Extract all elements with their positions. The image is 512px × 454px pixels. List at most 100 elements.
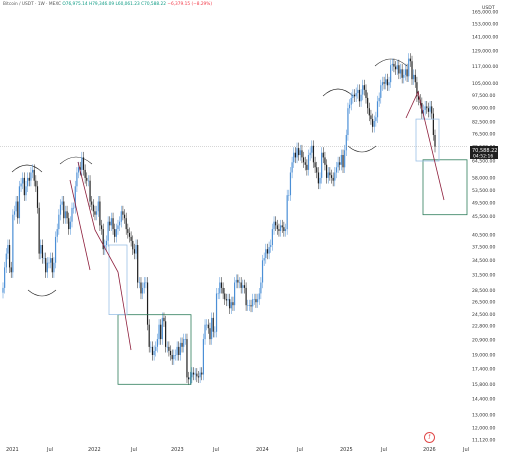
candle-body	[344, 150, 346, 168]
candle-body	[257, 299, 259, 303]
annotation-arc[interactable]	[322, 88, 354, 97]
candle-body	[227, 299, 229, 301]
candle-body	[50, 258, 52, 263]
candle-body	[148, 324, 150, 347]
candle-body	[367, 97, 369, 109]
annotation-arc[interactable]	[59, 156, 93, 165]
candle-body	[188, 377, 190, 380]
high-value: H79,346.09	[88, 2, 115, 7]
candle-body	[311, 145, 313, 153]
candle-body	[263, 258, 265, 261]
candle-body	[31, 169, 34, 173]
time-axis[interactable]: 2021 Jul 2022 Jul 2023 Jul 2024 Jul 2025 Jul 2026 J…	[6, 447, 469, 453]
candle-body	[381, 82, 384, 86]
candle-body	[146, 282, 149, 325]
price-axis[interactable]: 11,120.00 12,000.00 13,000.00 14,400.00 15,8…	[472, 10, 498, 444]
candle-body	[281, 225, 283, 228]
candle-body	[325, 164, 328, 178]
candle-body	[38, 207, 40, 254]
candle-body	[8, 245, 11, 268]
candle-body	[294, 152, 296, 158]
annotation-arrow[interactable]	[405, 90, 445, 201]
candle-body	[76, 172, 78, 187]
candle-body	[329, 172, 331, 176]
candle-body	[7, 245, 9, 254]
candle-body	[307, 155, 310, 170]
candle-body	[140, 282, 142, 294]
quote-currency-label: USDT	[482, 5, 495, 11]
candle-body	[135, 245, 137, 254]
candle-body	[388, 82, 390, 86]
candle-body	[102, 229, 104, 250]
candle-body	[324, 157, 326, 165]
annotation-box[interactable]	[422, 159, 468, 216]
annotation-arrow[interactable]	[69, 179, 91, 271]
candle-body	[192, 372, 195, 375]
candle-body	[127, 229, 129, 233]
y-tick-label: 28,500.00	[472, 288, 495, 294]
candle-body	[357, 89, 359, 94]
candle-body	[334, 172, 336, 181]
candle-body	[404, 69, 407, 75]
annotation-box[interactable]	[108, 244, 128, 315]
candle-body	[84, 169, 86, 178]
y-tick-label: 34,500.00	[472, 258, 495, 264]
candle-body	[89, 180, 91, 202]
annotation-arc[interactable]	[27, 289, 57, 297]
candle-body	[224, 293, 226, 300]
symbol-header: Bitcoin / USDT · 1W · MEXC O76,975.14 H7…	[3, 2, 212, 7]
candle-body	[401, 69, 403, 78]
annotation-arc[interactable]	[347, 145, 377, 153]
candle-body	[33, 169, 35, 181]
candle-body	[189, 377, 191, 380]
symbol-title: Bitcoin / USDT · 1W · MEXC	[3, 2, 61, 7]
candle-body	[211, 317, 213, 340]
candle-body	[220, 282, 223, 288]
candle-series	[2, 53, 436, 385]
annotation-box[interactable]	[117, 314, 192, 385]
candle-body	[96, 211, 98, 215]
y-tick-label: 37,500.00	[472, 245, 495, 251]
annotation-arc[interactable]	[11, 164, 43, 173]
candle-body	[165, 321, 167, 347]
candle-body	[128, 232, 131, 237]
candle-body	[330, 175, 333, 178]
candle-body	[434, 135, 436, 147]
candle-body	[94, 211, 96, 215]
y-tick-label: 105,000.00	[472, 81, 498, 87]
candle-body	[184, 339, 186, 340]
candle-body	[82, 157, 85, 170]
candle-body	[322, 152, 324, 158]
annotation-arc[interactable]	[374, 58, 408, 67]
annotation-arrow[interactable]	[77, 161, 132, 351]
y-tick-label: 31,500.00	[472, 272, 495, 278]
candle-body	[340, 155, 342, 165]
candle-body	[204, 324, 206, 340]
candle-body	[252, 299, 254, 307]
candle-body	[199, 372, 201, 378]
candle-body	[100, 225, 103, 230]
candle-body	[73, 207, 75, 209]
candle-body	[368, 108, 370, 116]
tradingview-logo-icon[interactable]: ƒ	[424, 432, 435, 443]
candle-body	[353, 94, 356, 97]
candle-body	[81, 157, 83, 170]
candle-body	[371, 119, 374, 127]
candle-body	[174, 355, 177, 356]
candle-body	[217, 293, 219, 295]
y-tick-label: 165,000.00	[472, 10, 498, 16]
annotation-box[interactable]	[415, 118, 440, 162]
candle-body	[271, 229, 273, 245]
candle-body	[107, 221, 109, 241]
candle-body	[35, 180, 37, 187]
candle-body	[266, 249, 269, 254]
candle-body	[327, 172, 329, 178]
candle-body	[321, 152, 323, 178]
candle-body	[248, 305, 250, 306]
candle-body	[286, 195, 288, 230]
x-tick-label: 2023	[171, 447, 184, 453]
candle-body	[409, 58, 411, 62]
candle-body	[342, 155, 344, 168]
candle-body	[125, 218, 127, 230]
